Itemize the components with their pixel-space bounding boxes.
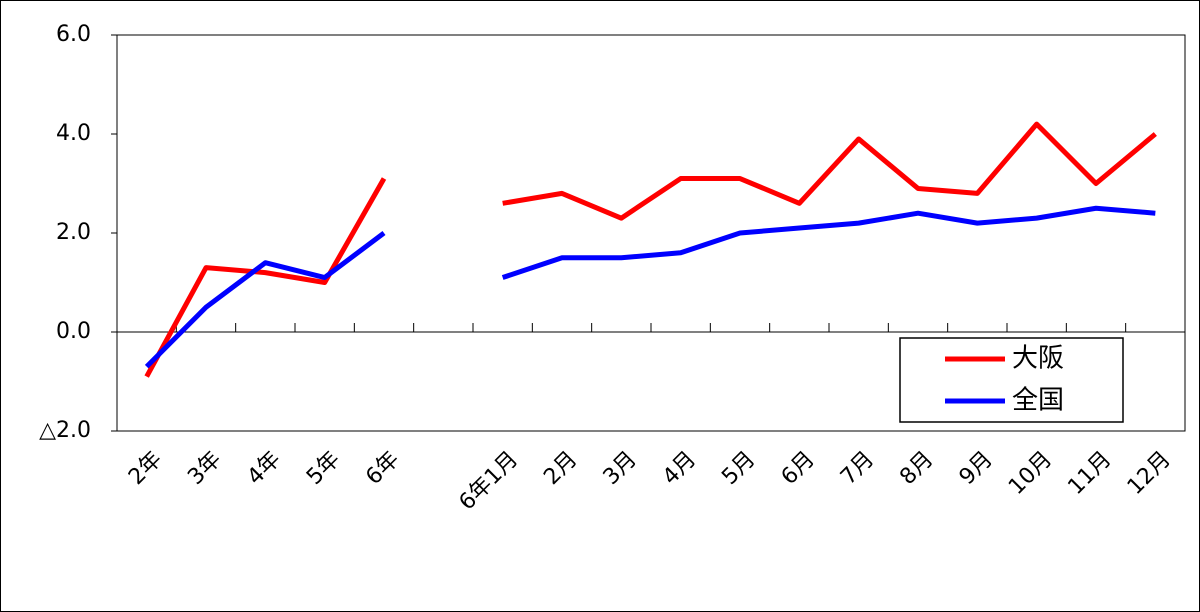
y-tick-label: 6.0	[56, 22, 91, 47]
y-tick-label: 4.0	[56, 121, 91, 146]
line-series	[144, 205, 1156, 369]
legend-box	[899, 337, 1124, 423]
y-tick-label: 2.0	[56, 220, 91, 245]
line-series	[144, 121, 1157, 378]
legend-label: 大阪	[1012, 344, 1064, 374]
y-tick-label: △2.0	[39, 418, 91, 443]
legend-label: 全国	[1012, 386, 1064, 416]
y-tick-label: 0.0	[56, 319, 91, 344]
